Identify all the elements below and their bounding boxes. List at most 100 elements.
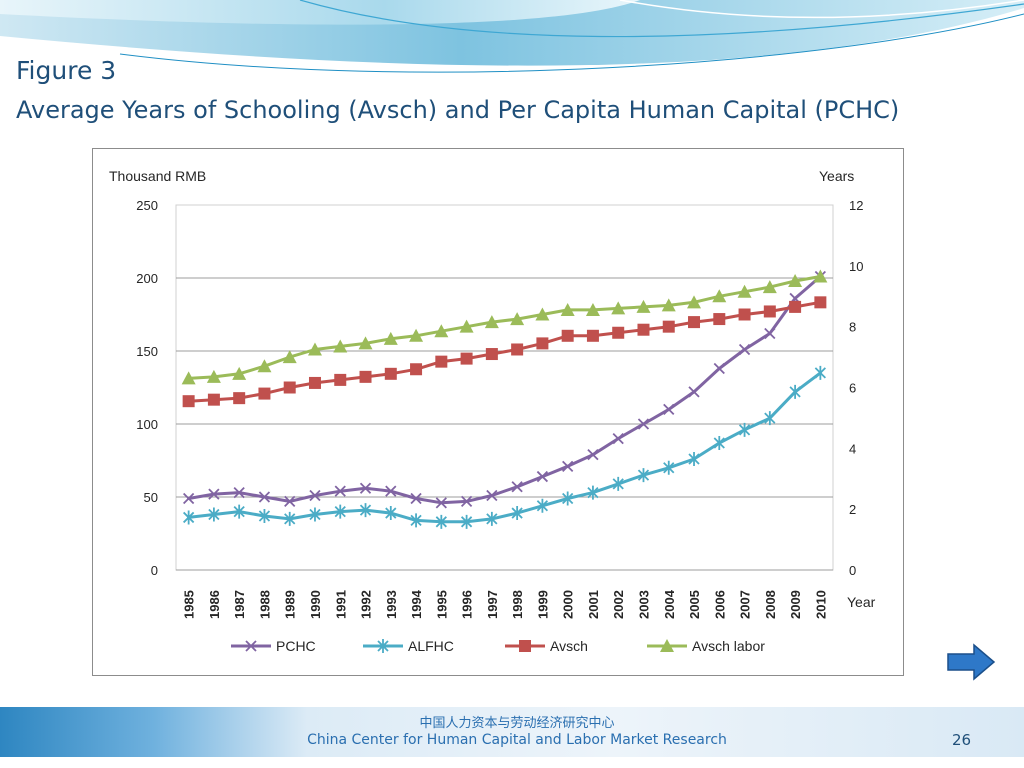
data-point	[688, 316, 701, 329]
data-point	[536, 337, 549, 350]
data-point	[409, 328, 424, 342]
data-point	[410, 492, 422, 505]
data-point	[510, 312, 525, 326]
data-point	[410, 513, 422, 528]
x-tick-label: 2000	[561, 590, 576, 619]
data-point	[737, 284, 752, 298]
line-chart: 0 50 100 150 200 250 0 2 4 6 8 10 12 Thousand RMB Year…	[109, 168, 876, 654]
data-point	[309, 507, 321, 522]
x-tick-label: 1988	[257, 590, 272, 619]
series-line	[187, 371, 822, 524]
data-point	[208, 488, 220, 500]
data-point	[814, 296, 827, 309]
data-point	[562, 460, 574, 472]
data-point	[484, 315, 499, 329]
data-point	[586, 329, 599, 342]
data-point	[789, 384, 801, 399]
data-point	[612, 432, 624, 445]
data-point	[207, 393, 220, 406]
data-point	[182, 492, 195, 505]
data-point	[307, 342, 322, 356]
x-tick-label: 2008	[763, 590, 778, 619]
x-tick-label: 1986	[207, 590, 222, 619]
data-point	[511, 481, 523, 493]
y2-tick-label: 6	[849, 381, 856, 396]
data-point	[459, 319, 474, 333]
y2-tick-label: 2	[849, 502, 856, 517]
x-tick-label: 1991	[333, 590, 348, 619]
data-point	[738, 308, 751, 321]
y2-tick-label: 12	[849, 198, 863, 213]
x-tick-label: 2007	[738, 590, 753, 619]
data-point	[486, 511, 498, 526]
data-point	[763, 305, 776, 318]
data-point	[435, 497, 447, 509]
x-tick-label: 1996	[460, 590, 475, 619]
data-point	[460, 495, 473, 508]
data-point	[283, 381, 296, 394]
y2-tick-label: 0	[849, 563, 856, 578]
data-point	[182, 510, 195, 525]
data-point	[486, 489, 498, 502]
data-point	[511, 343, 524, 356]
data-point	[738, 422, 751, 437]
data-point	[460, 352, 473, 365]
x-tick-label: 1985	[182, 590, 197, 619]
data-point	[258, 491, 271, 503]
data-point	[385, 506, 397, 521]
next-slide-button[interactable]	[946, 643, 996, 681]
x-tick-label: 1997	[485, 590, 500, 619]
x-tick-label: 1994	[409, 589, 424, 619]
legend-label: PCHC	[276, 638, 316, 654]
x-tick-label: 1993	[384, 590, 399, 619]
y-tick-label: 0	[151, 563, 158, 578]
x-tick-label: 1998	[510, 590, 525, 619]
x-tick-label: 2006	[712, 590, 727, 619]
data-point	[334, 485, 346, 497]
data-point	[511, 506, 523, 521]
header-swoosh-decoration	[0, 0, 1024, 73]
x-tick-label: 2010	[813, 590, 828, 619]
data-point	[383, 331, 398, 345]
y-tick-label: 100	[136, 417, 158, 432]
data-point	[257, 359, 272, 373]
footer-english-label: China Center for Human Capital and Labor…	[307, 732, 727, 748]
data-point	[636, 299, 651, 313]
data-point	[282, 350, 297, 364]
y2-tick-label: 4	[849, 441, 856, 456]
data-point	[284, 495, 296, 508]
data-point	[661, 298, 676, 312]
data-point	[813, 269, 828, 283]
x-tick-label: 1995	[434, 590, 449, 619]
data-point	[611, 301, 626, 315]
y2-tick-label: 10	[849, 259, 863, 274]
y-axis-label: Thousand RMB	[109, 168, 206, 184]
series-avsch	[182, 296, 827, 408]
data-point	[434, 324, 449, 338]
series-line	[187, 300, 822, 403]
data-point	[688, 452, 700, 467]
data-point	[181, 371, 196, 385]
data-point	[585, 302, 600, 316]
data-point	[410, 363, 423, 376]
data-point	[637, 418, 650, 430]
data-point	[485, 348, 498, 361]
data-point	[435, 514, 447, 529]
data-point	[333, 339, 348, 353]
data-point	[663, 403, 675, 416]
data-point	[245, 640, 257, 652]
x-tick-label: 2001	[586, 590, 601, 619]
data-point	[713, 313, 726, 326]
data-point	[359, 370, 372, 383]
x-tick-label: 1999	[535, 590, 550, 619]
data-point	[359, 482, 372, 494]
right-arrow-icon	[947, 643, 996, 681]
data-point	[182, 395, 195, 408]
data-point	[688, 386, 700, 398]
legend-label: ALFHC	[408, 638, 454, 654]
data-point	[334, 373, 347, 386]
data-point	[789, 300, 802, 313]
data-point	[377, 639, 389, 653]
data-point	[612, 476, 624, 491]
page-number: 26	[952, 731, 972, 749]
